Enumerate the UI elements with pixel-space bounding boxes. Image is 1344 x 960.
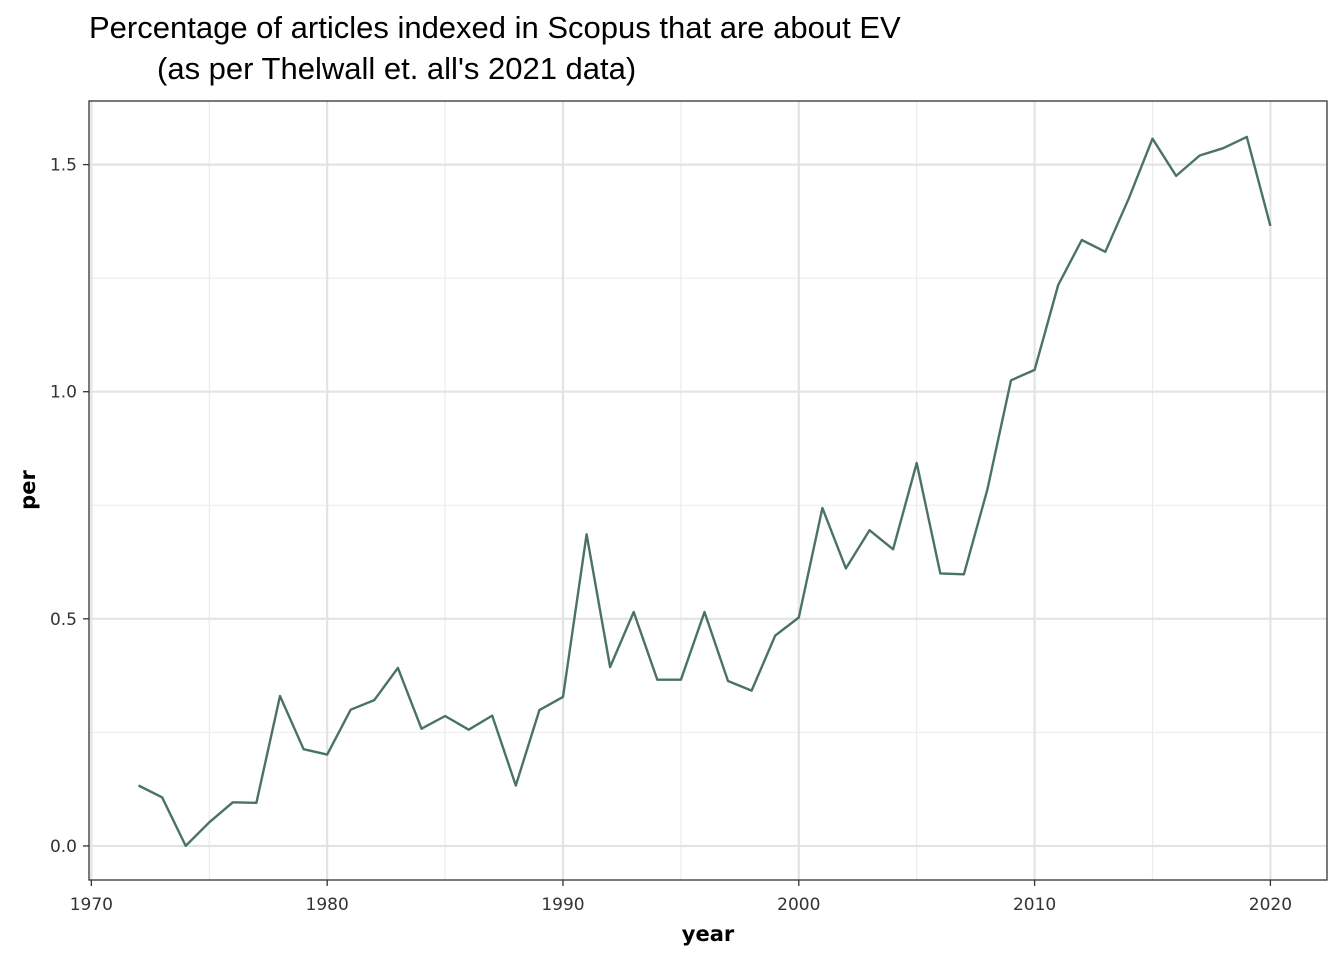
series-line bbox=[137, 135, 1272, 848]
y-axis: 0.0 0.5 1.0 1.5 bbox=[50, 156, 89, 857]
series-layer bbox=[137, 135, 1272, 848]
x-tick-label: 1990 bbox=[541, 895, 584, 915]
x-tick-label: 1980 bbox=[306, 895, 349, 915]
major-gridlines bbox=[89, 101, 1327, 880]
x-axis-title: year bbox=[682, 922, 735, 946]
x-axis: 1970 1980 1990 2000 2010 2020 bbox=[70, 880, 1292, 915]
chart-title-line1: Percentage of articles indexed in Scopus… bbox=[89, 10, 901, 45]
plot-panel-border bbox=[88, 100, 1328, 881]
plot-panel-background bbox=[89, 101, 1327, 880]
y-tick-label: 1.0 bbox=[50, 383, 77, 403]
y-axis-title: per bbox=[16, 470, 40, 510]
y-tick-label: 1.5 bbox=[50, 156, 77, 176]
x-tick-label: 2010 bbox=[1013, 895, 1056, 915]
y-tick-label: 0.5 bbox=[50, 610, 77, 630]
chart-title-line2: (as per Thelwall et. all's 2021 data) bbox=[157, 51, 636, 86]
y-tick-label: 0.0 bbox=[50, 837, 77, 857]
x-tick-label: 1970 bbox=[70, 895, 113, 915]
x-tick-label: 2000 bbox=[777, 895, 820, 915]
x-tick-label: 2020 bbox=[1249, 895, 1292, 915]
